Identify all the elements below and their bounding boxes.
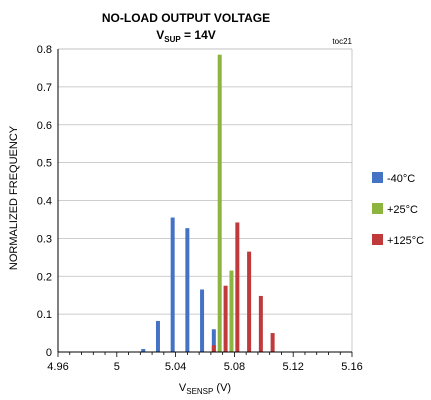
y-tick-label: 0.3 (37, 233, 52, 245)
x-tick-label: 4.96 (47, 361, 68, 373)
bar-series-0-0 (141, 348, 146, 352)
legend-label: +125°C (387, 235, 424, 247)
y-tick-label: 0 (46, 347, 52, 359)
x-tick-label: 5.04 (165, 361, 186, 373)
x-axis-label: VSENSP (V) (179, 382, 231, 396)
bar-series-0-1 (155, 320, 160, 352)
y-tick-label: 0.5 (37, 158, 52, 170)
bar-series-0-5 (211, 329, 216, 352)
bar-series-0-4 (200, 289, 205, 352)
y-tick-label: 0.4 (37, 196, 52, 208)
bar-series-2-4 (258, 295, 263, 352)
y-tick-label: 0.8 (37, 44, 52, 56)
bar-series-0-2 (170, 217, 175, 352)
y-tick-label: 0.2 (37, 271, 52, 283)
figure-code: toc21 (332, 37, 352, 46)
grid (58, 48, 352, 315)
tick-labels: 0 0.1 0.2 0.3 0.4 0.5 0.6 0.7 0.8 4.96 5 5.04 5.08 5.… (37, 44, 363, 373)
x-tick-label: 5.12 (282, 361, 303, 373)
bar-series-1-1 (229, 270, 234, 352)
bar-series-2-1 (223, 285, 228, 352)
x-tick-label: 5 (114, 361, 120, 373)
bar-series-0-3 (185, 228, 190, 352)
y-tick-label: 0.6 (37, 120, 52, 132)
x-tick-label: 5.08 (224, 361, 245, 373)
legend-label: -40°C (387, 173, 415, 185)
axes (57, 48, 353, 357)
bar-series-2-2 (235, 222, 240, 352)
bars (141, 54, 275, 353)
chart-title: NO-LOAD OUTPUT VOLTAGE (102, 11, 270, 25)
y-tick-label: 0.1 (37, 309, 52, 321)
legend-swatch (372, 234, 383, 245)
y-tick-label: 0.7 (37, 82, 52, 94)
legend: -40°C +25°C +125°C (372, 172, 424, 247)
bar-series-2-3 (247, 251, 252, 352)
bar-series-1-0 (217, 54, 222, 353)
x-tick-label: 5.16 (341, 361, 362, 373)
y-axis-label: NORMALIZED FREQUENCY (8, 125, 20, 270)
chart-subtitle: VSUP = 14V (156, 28, 216, 44)
bar-series-2-0 (211, 345, 216, 352)
legend-label: +25°C (387, 204, 418, 216)
legend-swatch (372, 172, 383, 183)
legend-swatch (372, 203, 383, 214)
bar-series-2-5 (270, 333, 275, 352)
